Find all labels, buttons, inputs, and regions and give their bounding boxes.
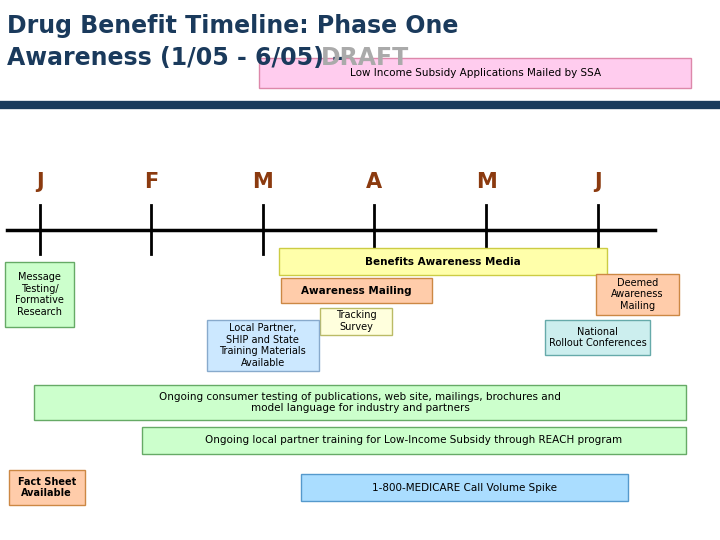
Text: Local Partner,
SHIP and State
Training Materials
Available: Local Partner, SHIP and State Training M… <box>220 323 306 368</box>
Text: Drug Benefit Timeline: Phase One: Drug Benefit Timeline: Phase One <box>7 14 459 37</box>
Text: DRAFT: DRAFT <box>320 46 409 70</box>
FancyBboxPatch shape <box>596 274 679 314</box>
FancyBboxPatch shape <box>281 279 432 302</box>
Text: 1-800-MEDICARE Call Volume Spike: 1-800-MEDICARE Call Volume Spike <box>372 483 557 492</box>
Text: Tracking
Survey: Tracking Survey <box>336 310 377 332</box>
Text: M: M <box>253 172 273 192</box>
Text: National
Rollout Conferences: National Rollout Conferences <box>549 327 647 348</box>
Text: J: J <box>36 172 43 192</box>
Text: Ongoing consumer testing of publications, web site, mailings, brochures and
mode: Ongoing consumer testing of publications… <box>159 392 561 413</box>
Text: Ongoing local partner training for Low-Income Subsidy through REACH program: Ongoing local partner training for Low-I… <box>205 435 623 445</box>
Text: Low Income Subsidy Applications Mailed by SSA: Low Income Subsidy Applications Mailed b… <box>350 68 600 78</box>
FancyBboxPatch shape <box>207 320 319 372</box>
Text: Benefits Awareness Media: Benefits Awareness Media <box>365 257 521 267</box>
FancyBboxPatch shape <box>320 308 392 335</box>
FancyBboxPatch shape <box>279 248 606 275</box>
Text: Deemed
Awareness
Mailing: Deemed Awareness Mailing <box>611 278 663 311</box>
FancyBboxPatch shape <box>9 470 85 505</box>
Text: Awareness (1/05 - 6/05) –: Awareness (1/05 - 6/05) – <box>7 46 352 70</box>
Text: F: F <box>144 172 158 192</box>
FancyBboxPatch shape <box>34 384 685 420</box>
Text: Message
Testing/
Formative
Research: Message Testing/ Formative Research <box>15 272 64 316</box>
FancyBboxPatch shape <box>301 474 628 501</box>
FancyBboxPatch shape <box>6 262 74 327</box>
FancyBboxPatch shape <box>546 320 649 355</box>
Text: J: J <box>594 172 601 192</box>
FancyBboxPatch shape <box>259 58 691 87</box>
FancyBboxPatch shape <box>142 427 685 454</box>
Text: A: A <box>366 172 382 192</box>
Text: M: M <box>476 172 496 192</box>
Text: Fact Sheet
Available: Fact Sheet Available <box>18 477 76 498</box>
Text: Awareness Mailing: Awareness Mailing <box>301 286 412 295</box>
